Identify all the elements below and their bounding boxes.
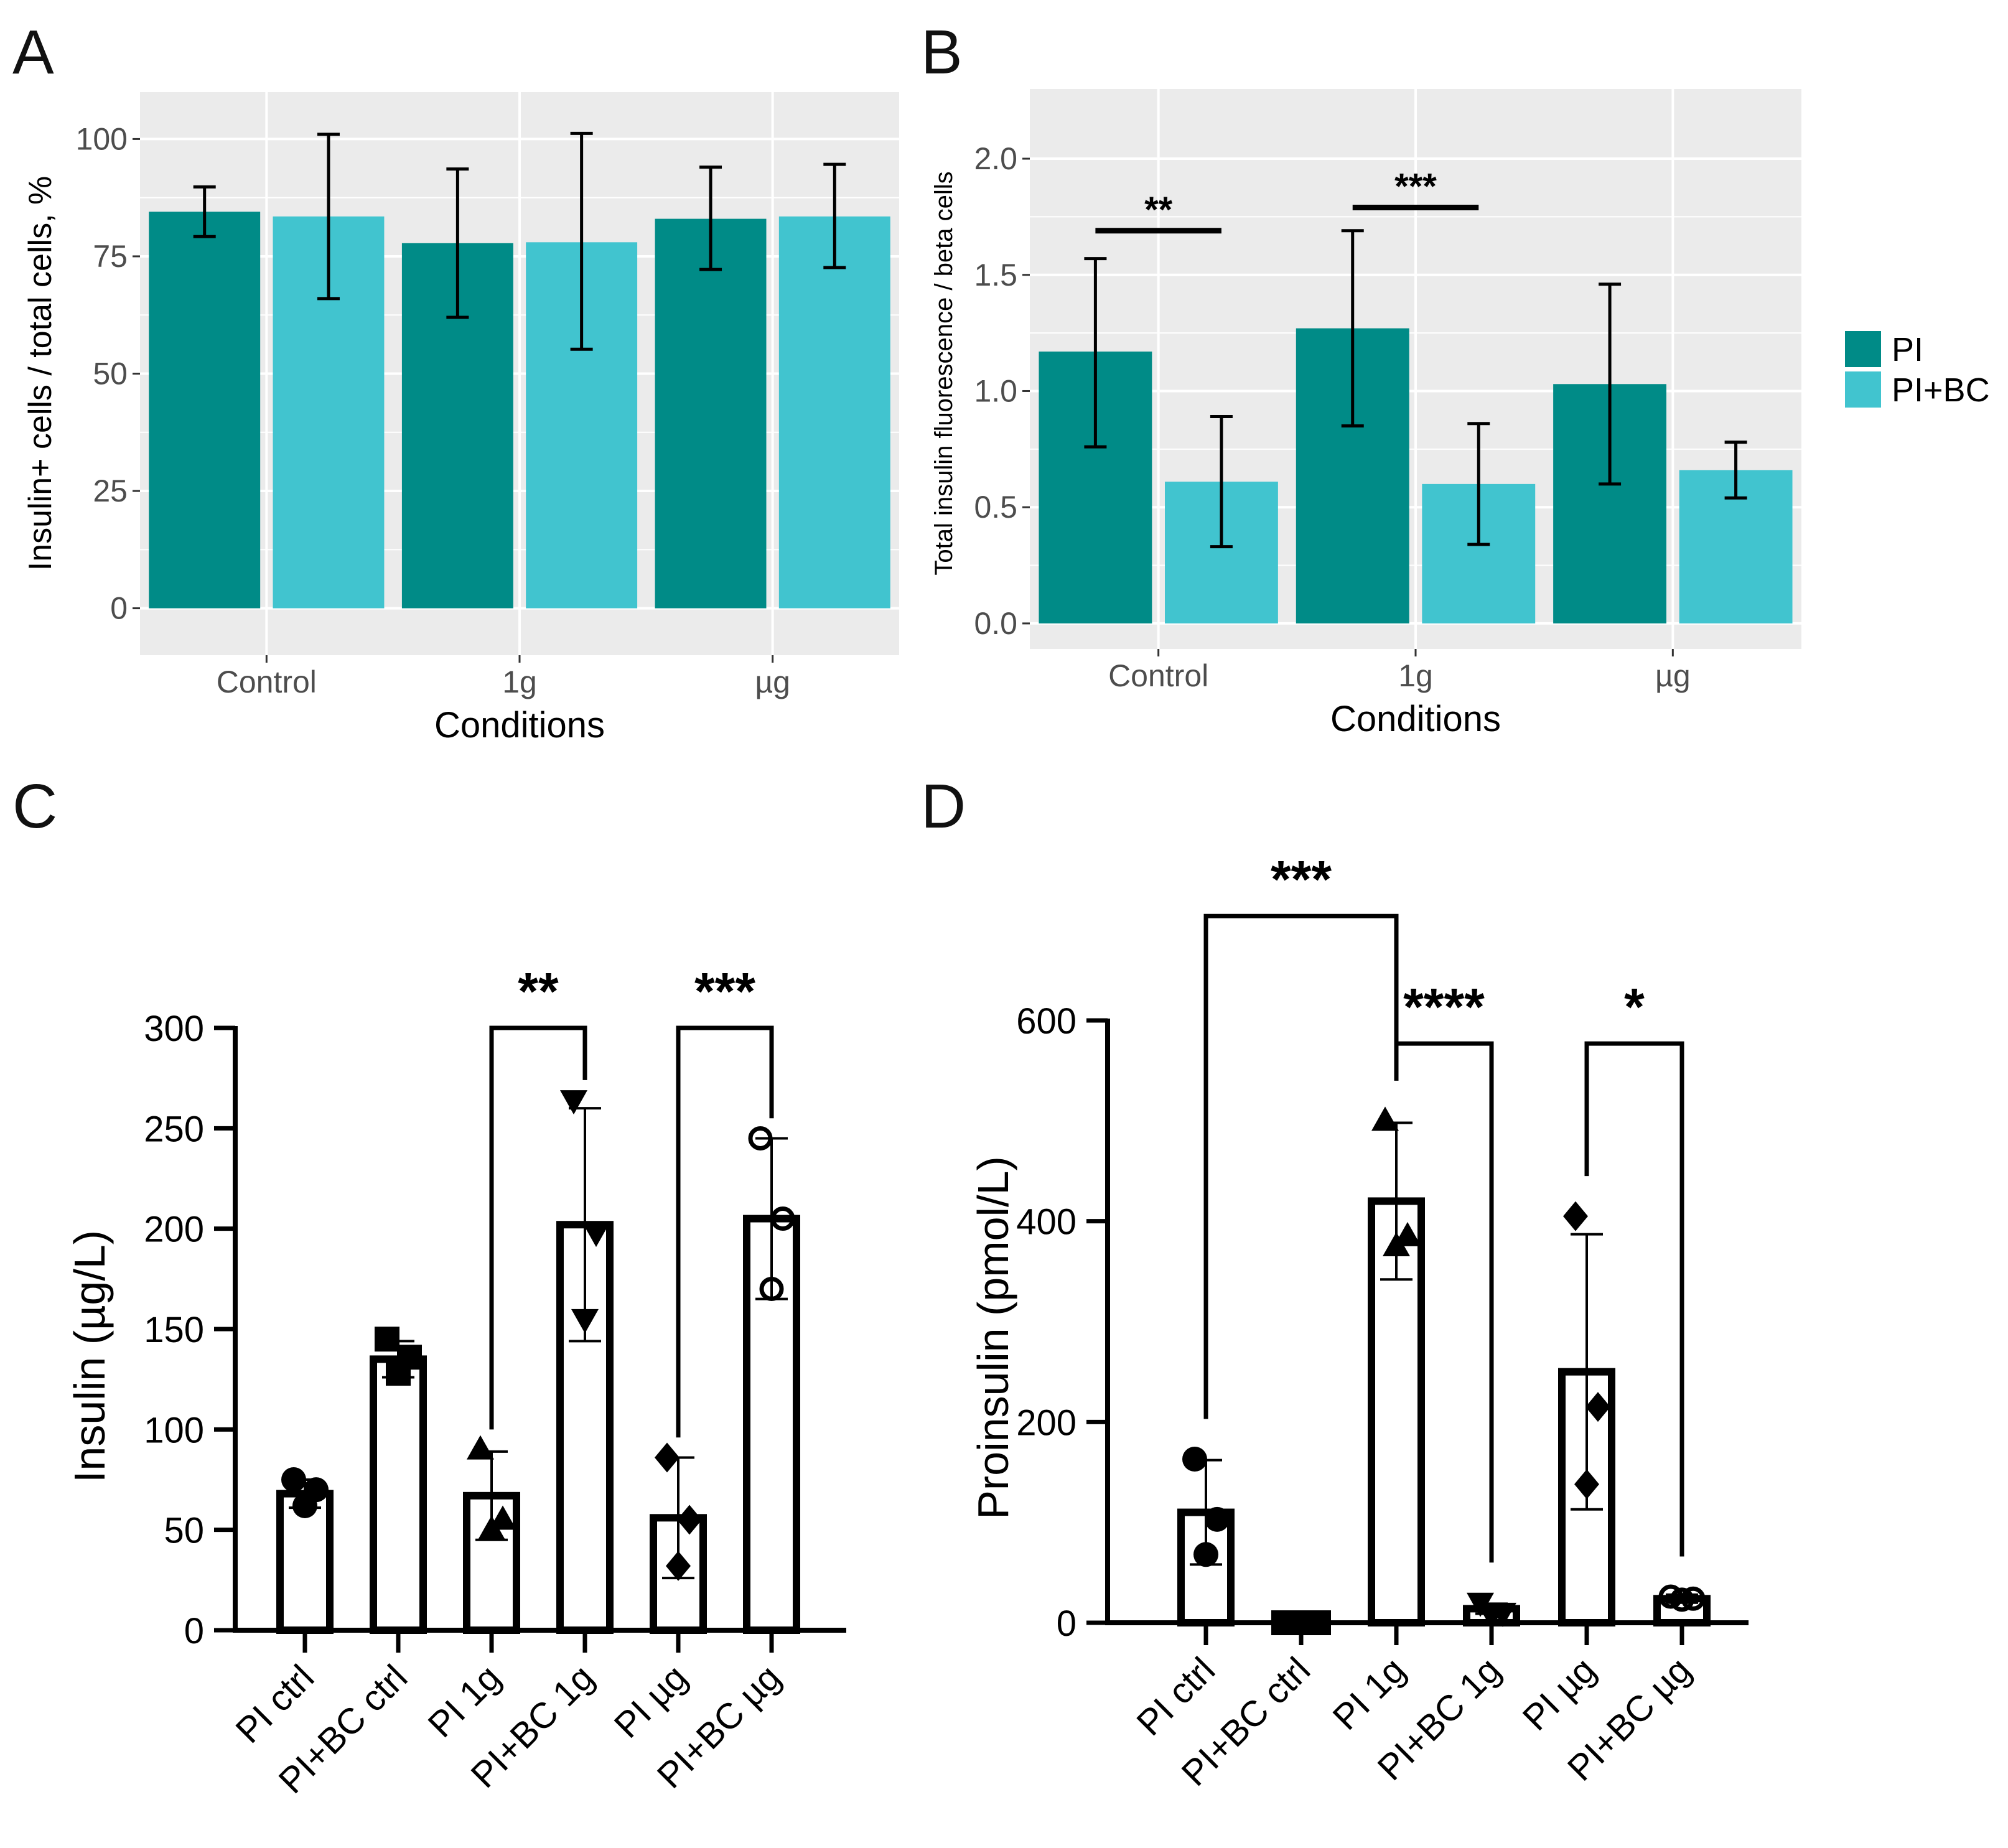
data-point — [560, 1090, 587, 1115]
panel-a-chart: 0 25 50 75 100 Control 1g µg Conditions Insuli… — [22, 92, 899, 745]
data-point — [571, 1309, 599, 1333]
legend: PI PI+BC — [1845, 331, 1990, 409]
x-tick-label: PI µg — [1515, 1650, 1604, 1738]
significance-label: *** — [1271, 850, 1332, 908]
x-tick-label: PI 1g — [1325, 1650, 1413, 1738]
panel-b-y-axis-label: Total insulin fluorescence / beta cells — [930, 171, 958, 575]
significance-label: **** — [1403, 978, 1485, 1036]
y-tick-label: 100 — [76, 121, 128, 156]
data-point — [1574, 1469, 1599, 1500]
y-tick-label: 0 — [1057, 1603, 1076, 1644]
bar-pi-ug — [655, 218, 767, 609]
y-tick-label: 1.5 — [974, 258, 1017, 292]
panel-label-a: A — [12, 17, 54, 87]
panel-a-y-axis-label: Insulin+ cells / total cells, % — [22, 176, 58, 571]
x-tick-label: 1g — [1398, 658, 1433, 693]
data-point — [375, 1327, 399, 1352]
bar-pi-bc-ctrl — [370, 1355, 427, 1634]
data-point — [1371, 1106, 1399, 1131]
legend-label-pi: PI — [1892, 331, 1923, 368]
significance-bracket — [489, 1025, 587, 1430]
y-tick-label: 25 — [93, 474, 128, 508]
data-point — [1205, 1506, 1230, 1532]
bar-pi-control — [149, 212, 261, 609]
y-tick-label: 150 — [144, 1310, 204, 1350]
legend-swatch-pi-bc — [1845, 371, 1881, 408]
data-point — [770, 1206, 795, 1231]
data-point — [281, 1467, 306, 1492]
y-tick-label: 100 — [144, 1410, 204, 1450]
panel-d-y-axis-label: Proinsulin (pmol/L) — [969, 1156, 1017, 1519]
x-tick-label: µg — [755, 665, 790, 699]
panel-c-y-axis-label: Insulin (µg/L) — [65, 1230, 114, 1483]
data-point — [748, 1126, 773, 1150]
y-tick-label: 2.0 — [974, 141, 1017, 176]
significance-bracket — [1584, 1041, 1684, 1557]
bar-pi-bc-ug — [778, 216, 890, 609]
y-tick-label: 400 — [1016, 1202, 1076, 1243]
data-point — [1383, 1232, 1410, 1256]
data-point — [1306, 1610, 1331, 1635]
panel-label-d: D — [921, 772, 966, 841]
x-tick-label: PI 1g — [420, 1657, 508, 1745]
significance-label: *** — [1394, 166, 1437, 207]
legend-swatch-pi — [1845, 331, 1881, 367]
panel-label-b: B — [921, 17, 963, 87]
data-point — [1585, 1392, 1610, 1422]
significance-label: ** — [1144, 190, 1173, 230]
y-tick-label: 0.0 — [974, 606, 1017, 641]
x-tick-label: PI ctrl — [1129, 1650, 1223, 1743]
x-tick-label: PI µg — [607, 1657, 696, 1746]
significance-bracket — [676, 1025, 774, 1438]
y-tick-label: 300 — [144, 1009, 204, 1049]
y-tick-label: 1.0 — [974, 373, 1017, 408]
y-tick-label: 0.5 — [974, 490, 1017, 525]
significance-bracket — [1394, 1041, 1494, 1563]
y-tick-label: 200 — [144, 1210, 204, 1250]
data-point — [292, 1493, 317, 1518]
data-point — [1681, 1586, 1706, 1611]
significance-label: *** — [694, 962, 755, 1020]
y-tick-label: 0 — [110, 591, 128, 626]
data-point — [677, 1505, 702, 1535]
data-point — [759, 1276, 784, 1301]
data-point — [666, 1551, 691, 1581]
panel-label-c: C — [12, 772, 57, 841]
significance-label: * — [1624, 978, 1645, 1036]
panel-b-chart: 0.00.51.01.52.0 Control 1g µg ***** Condit… — [930, 89, 1801, 739]
x-tick-label: Control — [217, 665, 317, 699]
data-point — [467, 1435, 494, 1460]
significance-bracket — [1203, 913, 1399, 1419]
legend-label-pi-bc: PI+BC — [1892, 371, 1990, 409]
y-tick-label: 600 — [1016, 1001, 1076, 1042]
data-point — [1658, 1584, 1683, 1609]
x-tick-label: 1g — [502, 665, 537, 699]
data-point — [1182, 1447, 1207, 1472]
panel-b-x-axis-label: Conditions — [1330, 699, 1501, 739]
data-point — [1563, 1201, 1588, 1231]
data-point — [386, 1360, 411, 1386]
data-point — [1478, 1605, 1505, 1630]
y-tick-label: 0 — [184, 1611, 204, 1651]
data-point — [1669, 1587, 1694, 1612]
y-tick-label: 75 — [93, 239, 128, 274]
y-tick-label: 50 — [93, 357, 128, 391]
y-tick-label: 50 — [164, 1511, 204, 1551]
data-point — [655, 1442, 679, 1473]
x-tick-label: Control — [1108, 658, 1208, 693]
data-point — [1193, 1542, 1218, 1567]
panel-a-x-axis-label: Conditions — [434, 705, 605, 745]
data-point — [478, 1515, 505, 1540]
data-point — [582, 1223, 610, 1248]
significance-label: ** — [518, 962, 559, 1020]
x-tick-label: µg — [1655, 658, 1691, 693]
y-tick-label: 250 — [144, 1109, 204, 1149]
y-tick-label: 200 — [1016, 1402, 1076, 1443]
